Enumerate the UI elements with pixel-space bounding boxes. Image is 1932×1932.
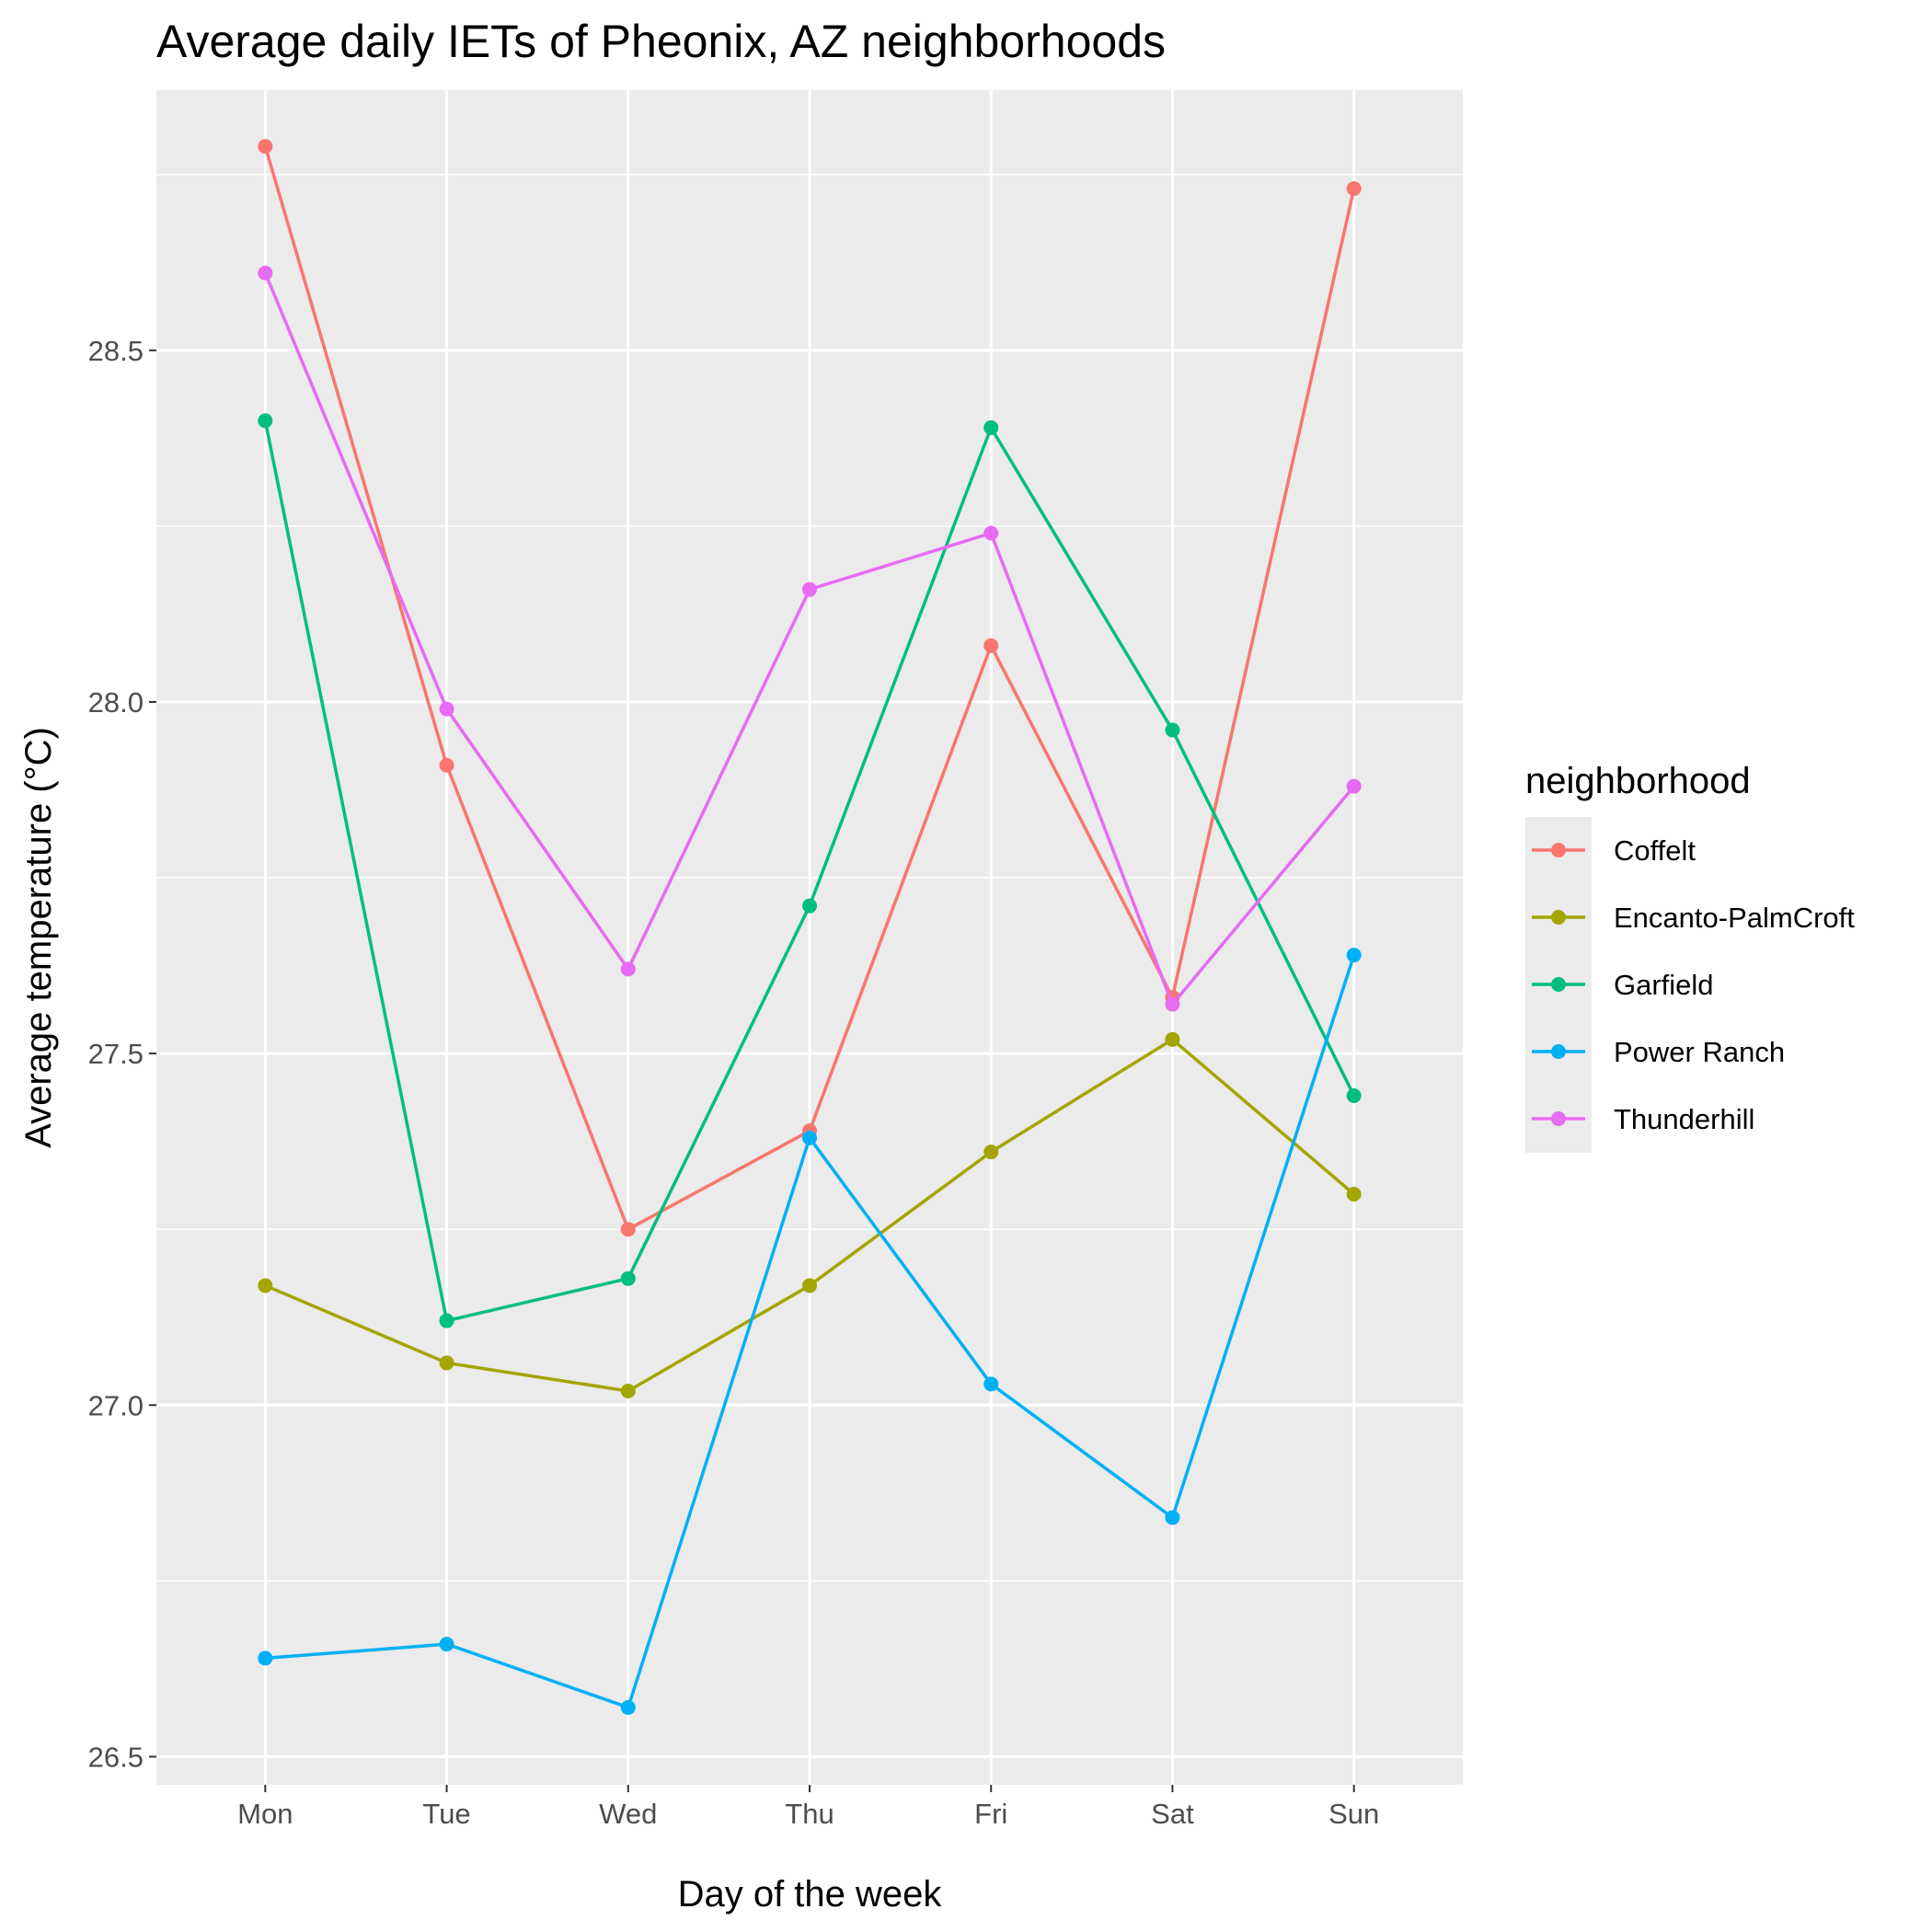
x-tick-label: Tue [422,1798,470,1830]
data-point-garfield [620,1271,636,1286]
y-tick-label: 28.5 [88,335,144,367]
legend-item-coffelt: Coffelt [1532,834,1696,867]
data-point-thunderhill [439,701,454,717]
data-point-garfield [1346,1087,1362,1103]
data-point-power-ranch [439,1637,454,1652]
y-axis: 26.5 27.0 27.5 28.0 28.5 [88,335,156,1773]
data-point-power-ranch [620,1699,636,1715]
y-tick-label: 27.0 [88,1389,144,1421]
data-point-thunderhill [620,961,636,977]
x-tick-label: Mon [237,1798,293,1830]
y-tick-label: 27.5 [88,1038,144,1070]
legend-label: Coffelt [1614,834,1696,867]
data-point-coffelt [983,638,999,653]
data-point-garfield [1165,722,1180,738]
data-point-power-ranch [1346,948,1362,963]
data-point-thunderhill [983,525,999,541]
x-axis: Mon Tue Wed Thu Fri Sat Sun [237,1785,1379,1830]
x-axis-title: Day of the week [678,1874,943,1915]
legend-item-thunderhill: Thunderhill [1532,1103,1754,1135]
data-point-encanto-palmcroft [258,1278,273,1294]
legend-label: Power Ranch [1614,1036,1785,1068]
legend-label: Garfield [1614,969,1714,1001]
data-point-coffelt [620,1222,636,1237]
major-gridlines [156,90,1463,1785]
x-tick-label: Fri [974,1798,1007,1830]
data-point-coffelt [1346,181,1362,197]
x-tick-label: Sat [1151,1798,1194,1830]
data-point-garfield [258,413,273,429]
legend-key-point [1551,977,1566,992]
legend-title: neighborhood [1525,761,1751,801]
series-encanto-palmcroft [258,1031,1362,1398]
legend-item-power-ranch: Power Ranch [1532,1036,1785,1068]
y-axis-title: Average temperature (°C) [18,727,59,1148]
legend-key-point [1551,1111,1566,1126]
legend-items: Coffelt Encanto-PalmCroft Garfield Power Ra… [1532,834,1855,1135]
data-point-thunderhill [802,581,817,597]
data-point-garfield [439,1313,454,1328]
data-point-coffelt [439,757,454,773]
series-power-ranch [258,948,1362,1715]
data-point-power-ranch [1165,1510,1180,1525]
legend-key-point [1551,1044,1566,1059]
data-point-thunderhill [258,265,273,281]
y-tick-label: 26.5 [88,1741,144,1773]
legend-key-point [1551,910,1566,925]
legend-item-encanto-palmcroft: Encanto-PalmCroft [1532,902,1855,934]
legend: neighborhood Coffelt Encanto-PalmCroft Gar… [1525,761,1855,1153]
data-point-garfield [802,898,817,914]
data-point-encanto-palmcroft [620,1383,636,1398]
data-point-encanto-palmcroft [439,1355,454,1371]
data-point-coffelt [258,139,273,155]
series-garfield [258,413,1362,1328]
data-point-thunderhill [1165,996,1180,1012]
legend-label: Encanto-PalmCroft [1614,902,1855,934]
x-tick-label: Sun [1328,1798,1379,1830]
data-point-encanto-palmcroft [983,1144,999,1160]
data-point-power-ranch [983,1376,999,1392]
data-point-encanto-palmcroft [802,1278,817,1294]
data-point-thunderhill [1346,778,1362,794]
data-point-garfield [983,420,999,435]
legend-label: Thunderhill [1614,1103,1754,1135]
data-point-power-ranch [258,1650,273,1666]
x-tick-label: Thu [785,1798,834,1830]
series-layer [258,139,1362,1715]
legend-key-point [1551,843,1566,857]
data-point-encanto-palmcroft [1165,1031,1180,1047]
data-point-encanto-palmcroft [1346,1186,1362,1202]
legend-item-garfield: Garfield [1532,969,1714,1001]
series-thunderhill [258,265,1362,1012]
y-tick-label: 28.0 [88,686,144,719]
x-tick-label: Wed [599,1798,657,1830]
chart-title: Average daily IETs of Pheonix, AZ neighb… [156,16,1166,67]
data-point-power-ranch [802,1130,817,1145]
